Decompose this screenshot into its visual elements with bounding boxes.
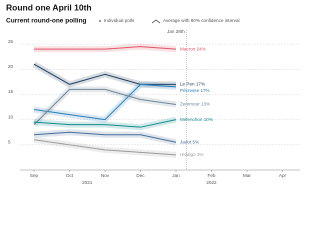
y-tick-label: 20 — [8, 64, 14, 69]
y-tick-label: 25 — [8, 39, 14, 44]
series-line — [33, 83, 177, 121]
series-label: Mélenchon 10% — [180, 117, 213, 122]
series-label: Jadot 5% — [180, 140, 199, 145]
series-label: Le Pen 17% — [180, 82, 205, 87]
x-tick-label: Feb — [208, 173, 216, 178]
x-tick-label: Sep — [30, 173, 39, 178]
series-line — [34, 46, 177, 50]
x-tick-label: Dec — [136, 173, 145, 178]
x-tick-label: Jan — [172, 173, 180, 178]
chart-title: Round one April 10th — [6, 2, 92, 12]
y-tick-label: 15 — [8, 89, 14, 94]
today-label: Jan 28th — [167, 29, 185, 34]
year-label: 2021 — [82, 180, 93, 185]
x-tick-label: Mar — [243, 173, 251, 178]
legend-label: Average with 80% confidence interval — [163, 18, 240, 23]
series-line — [33, 139, 177, 156]
chart: Round one April 10th Current round-one p… — [6, 2, 300, 185]
series-line — [33, 131, 177, 143]
x-tick-label: Apr — [279, 173, 287, 178]
y-tick-label: 5 — [8, 140, 11, 145]
confidence-band — [33, 136, 177, 158]
year-label: 2022 — [206, 180, 217, 185]
series-line — [33, 119, 177, 128]
legend-label: Individual polls — [104, 18, 135, 23]
chart-subtitle: Current round-one polling — [6, 18, 87, 25]
series-label: Zemmour 13% — [180, 102, 210, 107]
y-tick-label: 10 — [8, 114, 14, 119]
x-tick-label: Oct — [66, 173, 74, 178]
series-label: Macron 24% — [180, 46, 206, 51]
series-line — [33, 63, 176, 85]
legend-line — [151, 19, 161, 24]
x-tick-label: Nov — [101, 173, 110, 178]
series-label: Hidalgo 3% — [180, 152, 204, 157]
series-label: Pécresse 17% — [180, 88, 210, 93]
legend-dot — [98, 19, 102, 23]
series-line — [33, 88, 177, 126]
